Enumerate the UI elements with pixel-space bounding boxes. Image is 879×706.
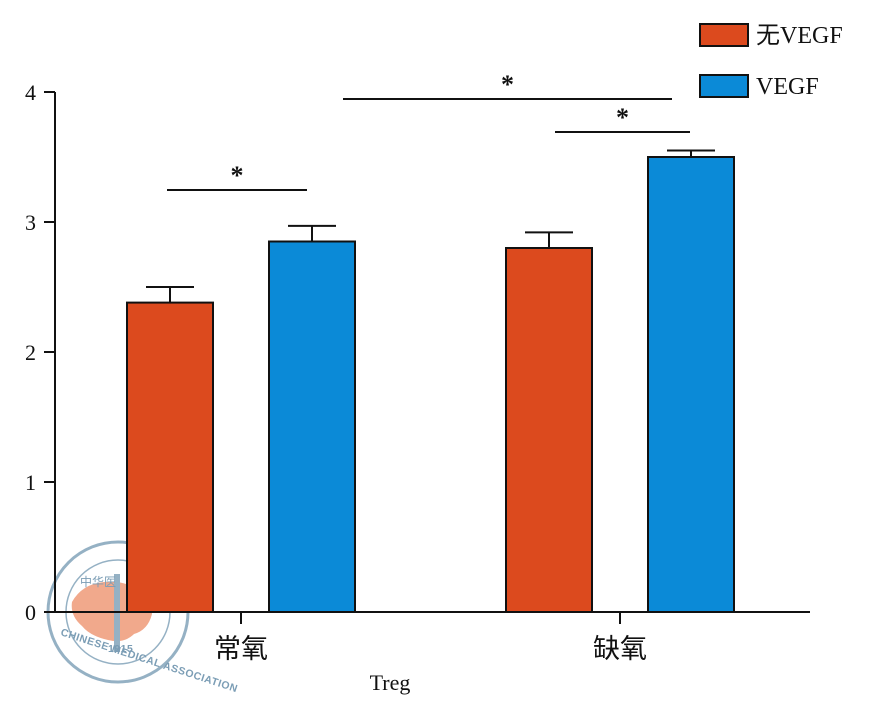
significance-label-0: * bbox=[231, 161, 244, 190]
bar-no-vegf-0 bbox=[126, 301, 214, 613]
bars bbox=[126, 156, 735, 613]
bar-vegf-0 bbox=[268, 240, 356, 613]
legend-label-no-vegf: 无VEGF bbox=[756, 23, 843, 49]
bar-no-vegf-1 bbox=[505, 247, 593, 613]
y-tick-label-4: 4 bbox=[25, 80, 36, 105]
y-tick-label-2: 2 bbox=[25, 340, 36, 365]
legend: 无VEGF VEGF bbox=[699, 23, 843, 100]
legend-swatch-no-vegf bbox=[699, 23, 749, 47]
x-ticks: 常氧 缺氧 bbox=[214, 612, 647, 665]
x-tick-label-0: 常氧 bbox=[214, 634, 268, 665]
y-tick-label-0: 0 bbox=[25, 600, 36, 625]
legend-label-vegf: VEGF bbox=[756, 74, 819, 100]
logo-year-text: 1915 bbox=[108, 643, 133, 655]
legend-swatch-vegf bbox=[699, 74, 749, 98]
x-axis-title: Treg bbox=[370, 670, 411, 695]
bar-vegf-1 bbox=[647, 156, 735, 613]
y-ticks: 0 1 2 3 4 bbox=[25, 80, 55, 625]
error-bars bbox=[146, 149, 715, 303]
logo-cn-text: 中华医 bbox=[80, 574, 116, 589]
significance-label-1: * bbox=[616, 103, 629, 132]
y-tick-label-1: 1 bbox=[25, 470, 36, 495]
significance-label-2: * bbox=[501, 70, 514, 99]
x-tick-label-1: 缺氧 bbox=[593, 634, 647, 665]
y-tick-label-3: 3 bbox=[25, 210, 36, 235]
significance-brackets: * * * bbox=[167, 70, 690, 191]
